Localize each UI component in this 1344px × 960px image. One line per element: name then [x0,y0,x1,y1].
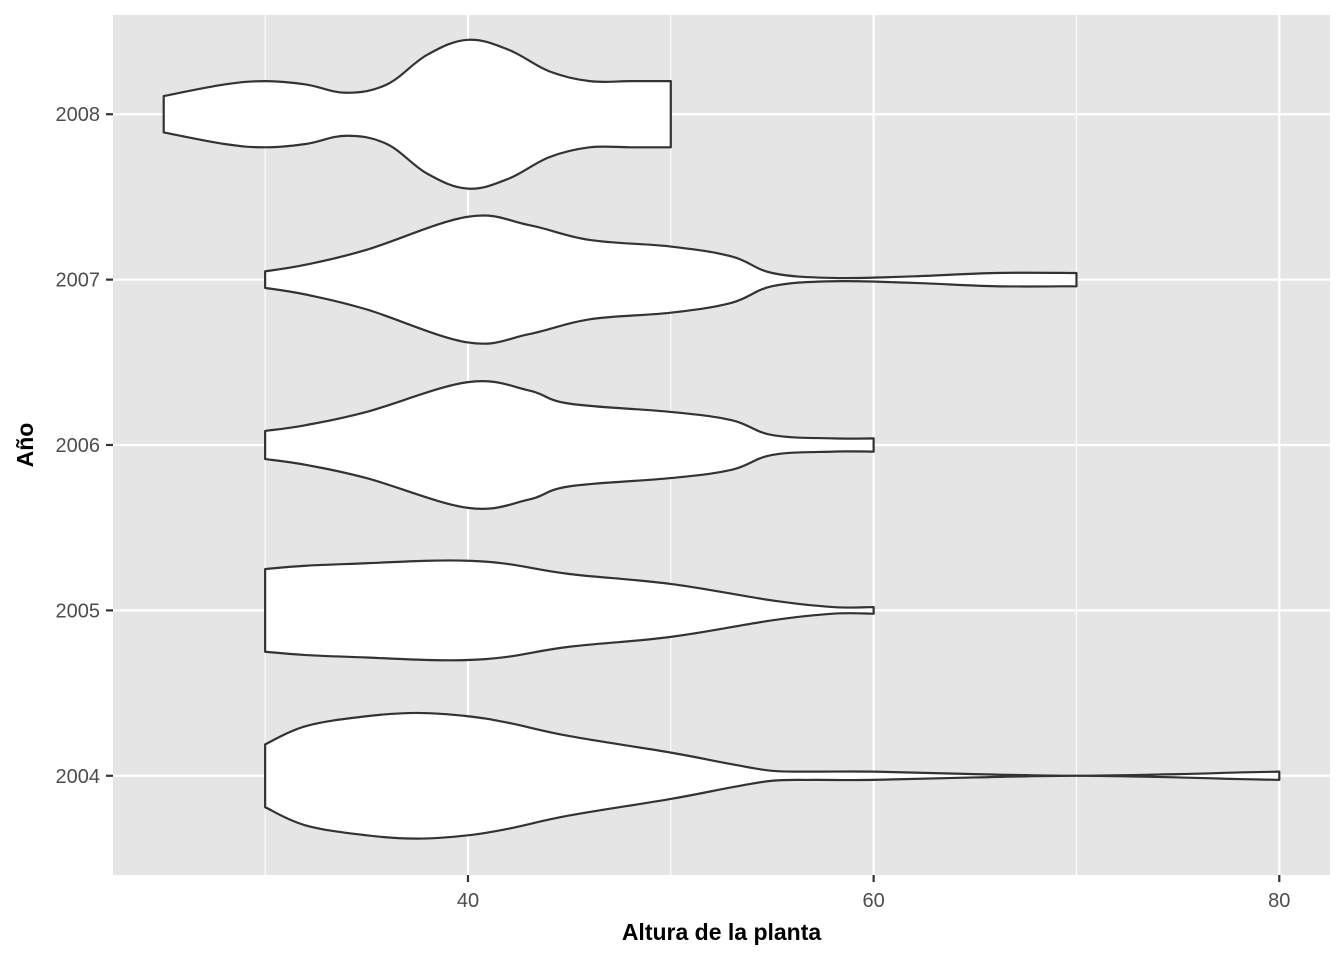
violins [162,38,1281,840]
y-tick-label: 2008 [56,104,101,126]
y-tick-label: 2007 [56,270,101,292]
violin-2005 [264,559,875,662]
violin-2007 [264,214,1078,345]
y-axis: 2004 2005 2006 2007 2008 [56,104,113,788]
x-tick-label: 80 [1268,890,1290,912]
violin-2006 [264,380,875,510]
x-tick-label: 40 [457,890,479,912]
x-axis-title: Altura de la planta [622,919,822,945]
y-tick-label: 2004 [56,766,101,788]
x-axis: 40 60 80 [457,875,1290,912]
x-tick-label: 60 [863,890,885,912]
y-axis-title: Año [12,423,38,468]
violin-2008 [162,38,672,190]
y-tick-label: 2006 [56,435,101,457]
y-tick-label: 2005 [56,600,101,622]
violin-2004 [264,711,1281,840]
